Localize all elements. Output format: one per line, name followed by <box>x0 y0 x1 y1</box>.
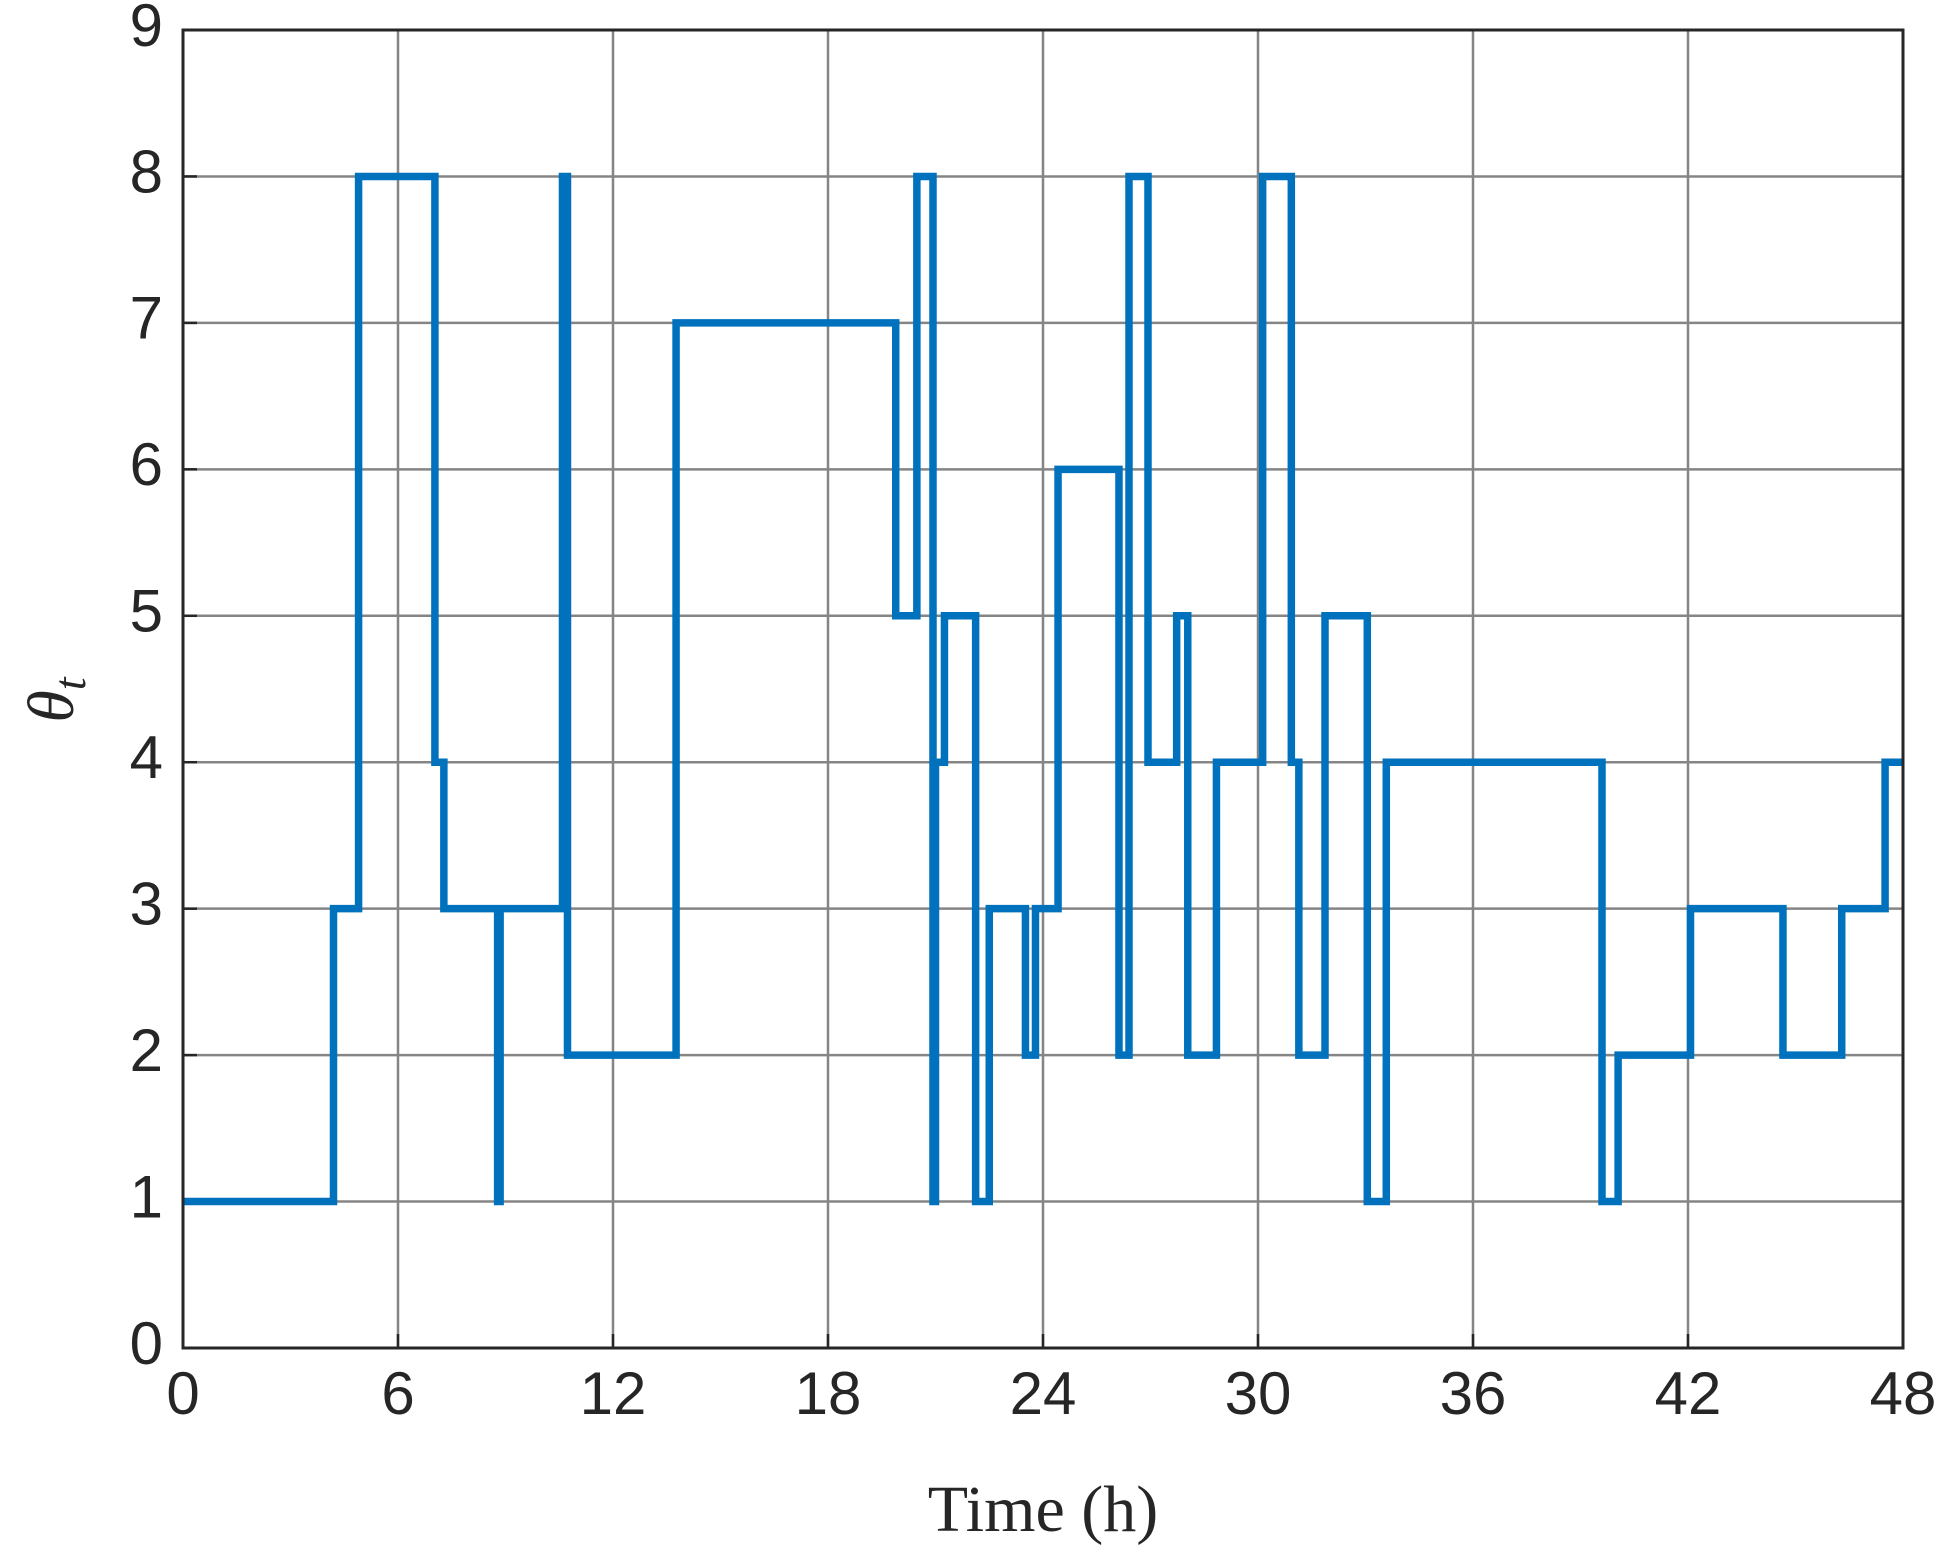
x-tick-label: 0 <box>166 1360 199 1427</box>
x-tick-label: 30 <box>1225 1360 1292 1427</box>
x-tick-label: 6 <box>381 1360 414 1427</box>
y-tick-label: 8 <box>130 138 163 205</box>
y-axis-label: θt <box>15 676 94 722</box>
y-label-subscript: t <box>44 676 95 690</box>
y-tick-label: 6 <box>130 431 163 498</box>
plot-frame <box>181 28 1905 1350</box>
y-tick-label: 0 <box>130 1310 163 1377</box>
step-line <box>183 172 1903 1206</box>
y-tick-label: 4 <box>130 724 163 791</box>
x-tick-label: 18 <box>795 1360 862 1427</box>
y-tick-label: 9 <box>130 0 163 59</box>
y-label-symbol: θ <box>15 690 88 722</box>
y-tick-label: 5 <box>130 578 163 645</box>
x-tick-label: 48 <box>1870 1360 1937 1427</box>
y-tick-label: 2 <box>130 1017 163 1084</box>
y-tick-label: 7 <box>130 285 163 352</box>
x-axis-label: Time (h) <box>928 1473 1158 1546</box>
x-tick-label: 12 <box>580 1360 647 1427</box>
x-tick-label: 36 <box>1440 1360 1507 1427</box>
x-tick-label: 42 <box>1655 1360 1722 1427</box>
y-tick-label: 1 <box>130 1163 163 1230</box>
y-tick-label: 3 <box>130 871 163 938</box>
y-label-text: θt <box>15 676 94 722</box>
x-tick-label: 24 <box>1010 1360 1077 1427</box>
